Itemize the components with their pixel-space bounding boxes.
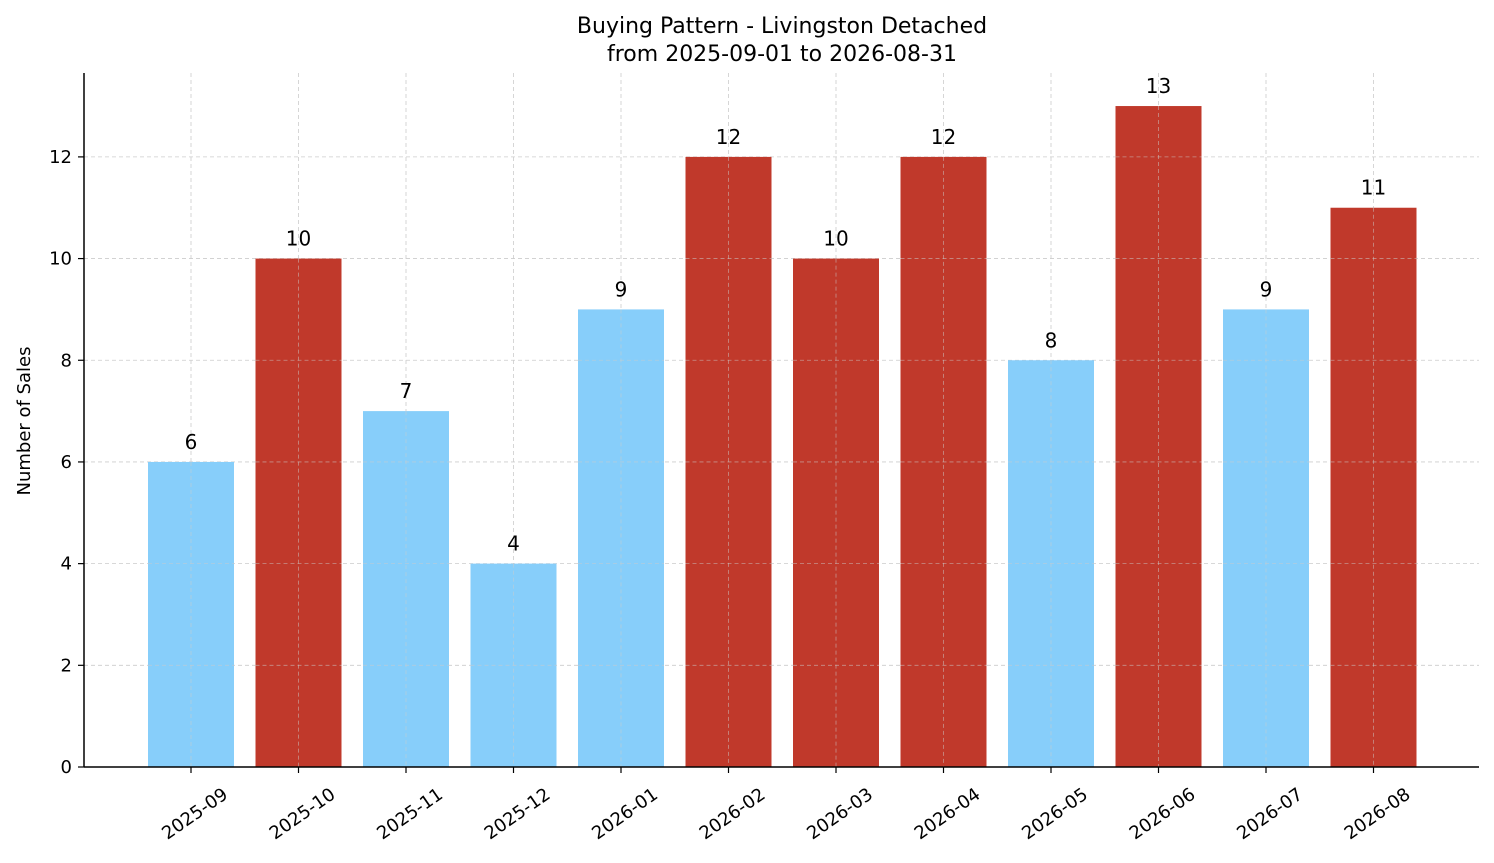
x-tick-label: 2026-06: [1126, 784, 1200, 844]
x-tick-label: 2026-03: [803, 784, 877, 844]
y-tick-label: 8: [61, 350, 72, 371]
x-tick-label: 2025-10: [266, 784, 340, 844]
y-tick-label: 10: [49, 249, 72, 270]
y-tick-label: 12: [49, 147, 72, 168]
y-axis-label: Number of Sales: [14, 346, 35, 495]
bar-value-label: 13: [1146, 74, 1171, 98]
bar-value-label: 10: [823, 227, 848, 251]
x-tick-label: 2025-12: [481, 784, 555, 844]
x-tick-label: 2026-02: [696, 784, 770, 844]
y-ticks: 0 2 4 6 8 10 12: [49, 147, 84, 778]
bar-value-label: 6: [185, 430, 198, 454]
bars-layer: [148, 106, 1417, 768]
bar-value-label: 9: [1260, 277, 1273, 301]
bar-2026-08: [1330, 207, 1417, 767]
bar-value-label: 10: [286, 227, 311, 251]
x-tick-label: 2026-07: [1233, 784, 1307, 844]
x-tick-label: 2026-04: [911, 784, 985, 844]
value-labels: 6 10 7 4 9 12 10 12 8 13 9 11: [185, 74, 1387, 556]
bar-value-label: 8: [1045, 328, 1058, 352]
y-tick-label: 4: [61, 554, 72, 575]
axes-layer: [83, 73, 1479, 768]
chart-subtitle-line: from 2025-09-01 to 2026-08-31: [607, 42, 957, 67]
chart-title-line: Buying Pattern - Livingston Detached: [577, 14, 987, 39]
x-tick-label: 2026-01: [588, 784, 662, 844]
x-ticks: 2025-09 2025-10 2025-11 2025-12 2026-01 2026-…: [158, 767, 1414, 844]
chart-title: Buying Pattern - Livingston Detached fro…: [577, 14, 987, 67]
y-tick-label: 2: [61, 655, 72, 676]
x-tick-label: 2026-05: [1018, 784, 1092, 844]
y-tick-label: 6: [61, 452, 72, 473]
x-tick-label: 2025-11: [373, 784, 447, 844]
bar-value-label: 12: [716, 125, 741, 149]
bar-value-label: 12: [931, 125, 956, 149]
bar-value-label: 4: [507, 532, 520, 556]
bar-value-label: 9: [615, 277, 628, 301]
x-tick-label: 2025-09: [158, 784, 232, 844]
x-tick-label: 2026-08: [1341, 784, 1415, 844]
bar-value-label: 11: [1361, 176, 1386, 200]
y-tick-label: 0: [61, 757, 72, 778]
bar-value-label: 7: [400, 379, 413, 403]
